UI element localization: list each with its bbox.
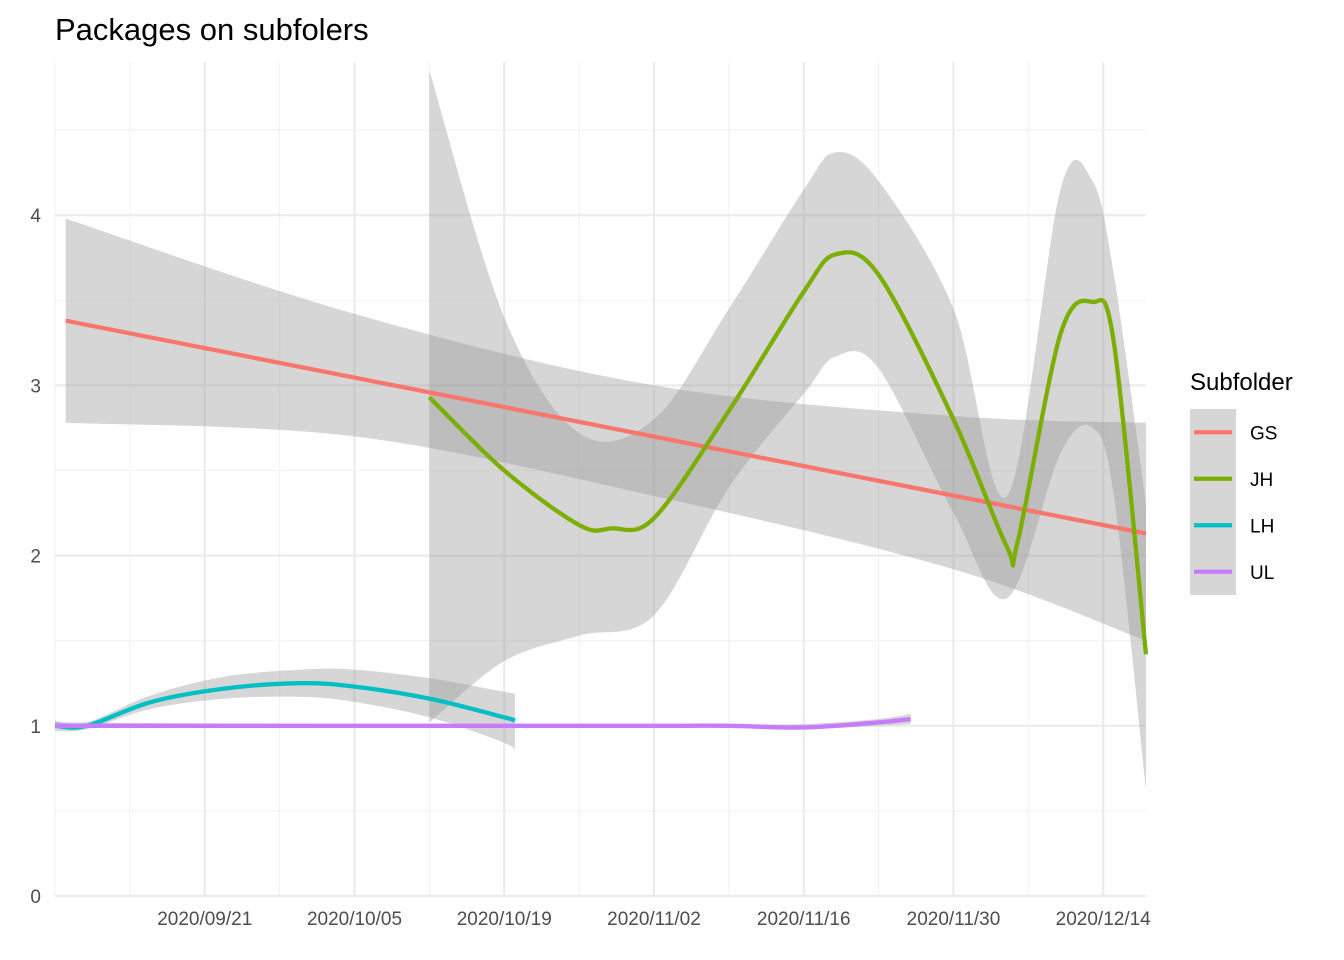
series-line-ul xyxy=(54,716,911,730)
y-tick-label: 3 xyxy=(30,376,41,397)
x-tick-label: 2020/10/05 xyxy=(307,909,402,930)
x-tick-label: 2020/11/30 xyxy=(907,909,1001,930)
legend: Subfolder GS JH LH UL xyxy=(1190,369,1293,595)
series-lines xyxy=(54,250,1149,730)
legend-label-jh: JH xyxy=(1250,470,1273,491)
x-tick-label: 2020/10/19 xyxy=(457,909,552,930)
x-tick-label: 2020/09/21 xyxy=(157,909,252,930)
confidence-band-gs xyxy=(65,218,1147,641)
series-line-gs xyxy=(65,318,1147,536)
y-tick-label: 1 xyxy=(30,717,41,738)
y-tick-label: 0 xyxy=(30,887,41,908)
x-tick-label: 2020/12/14 xyxy=(1056,909,1152,930)
legend-label-lh: LH xyxy=(1250,516,1274,537)
y-tick-label: 4 xyxy=(30,206,41,227)
legend-key-background xyxy=(1190,409,1236,595)
legend-label-ul: UL xyxy=(1250,563,1274,584)
series-line-lh xyxy=(54,681,517,730)
x-tick-label: 2020/11/16 xyxy=(757,909,851,930)
legend-entries: GS JH LH UL xyxy=(1190,409,1277,595)
x-axis-tick-labels: 2020/09/21 2020/10/05 2020/10/19 2020/11/02… xyxy=(157,909,1151,930)
series-line-jh xyxy=(427,250,1149,655)
confidence-band-jh xyxy=(429,70,1146,791)
y-axis-tick-labels: 0 1 2 3 4 xyxy=(30,206,41,908)
legend-title: Subfolder xyxy=(1190,369,1293,396)
minor-gridlines xyxy=(54,62,1146,896)
x-tick-label: 2020/11/02 xyxy=(607,909,701,930)
major-gridlines xyxy=(55,62,1146,898)
confidence-band-lh xyxy=(55,668,515,752)
y-tick-label: 2 xyxy=(30,547,41,568)
chart-title: Packages on subfolers xyxy=(55,12,369,47)
confidence-bands xyxy=(55,70,1147,791)
legend-label-gs: GS xyxy=(1250,423,1277,444)
